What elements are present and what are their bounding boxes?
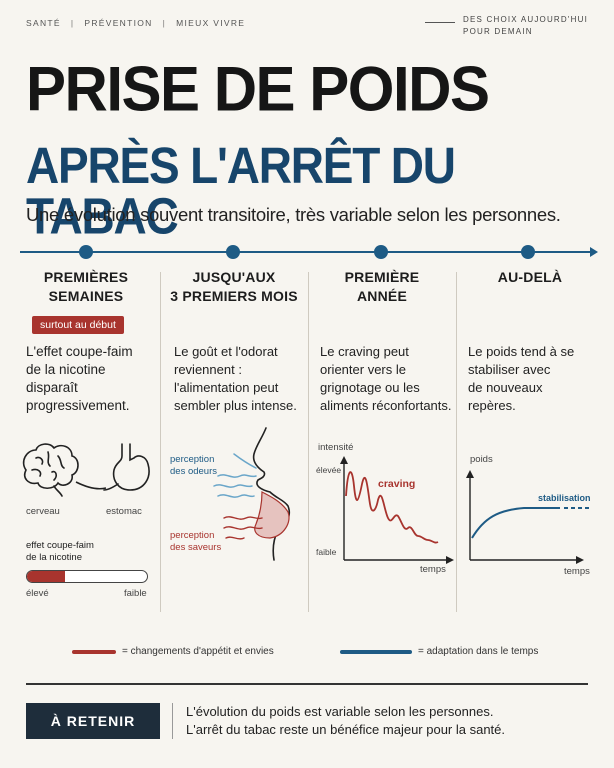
status-badge: surtout au début — [32, 316, 124, 334]
smell-waves-icon — [213, 453, 257, 498]
column-title-2: JUSQU'AUX 3 PREMIERS MOIS — [170, 269, 298, 304]
brain-icon — [22, 443, 79, 497]
craving-high-label: élevée — [316, 465, 342, 475]
gauge-high-label: élevé — [26, 588, 49, 599]
craving-chart — [340, 456, 454, 564]
gauge-title: effet coupe-faim de la nicotine — [26, 540, 94, 563]
stabilisation-label: stabilisation — [538, 493, 591, 503]
page-title-secondary: APRÈS L'ARRÊT DU TABAC — [26, 136, 456, 245]
timeline-arrow-icon — [590, 247, 598, 257]
column-2-text: Le goût et l'odorat reviennent : l'alime… — [174, 344, 297, 413]
nav-separator: | — [70, 18, 75, 28]
timeline — [20, 244, 598, 260]
section-divider — [26, 683, 588, 685]
retenir-text: L'évolution du poids est variable selon … — [186, 704, 506, 737]
x-axis-arrow-icon — [446, 556, 454, 564]
timeline-dot — [374, 245, 388, 259]
weight-y-axis-label: poids — [470, 454, 493, 465]
timeline-dot — [226, 245, 240, 259]
column-4-text: Le poids tend à se stabiliser avec de no… — [468, 344, 575, 413]
column-3-text: Le craving peut orienter vers le grignot… — [320, 344, 452, 413]
retenir-divider — [172, 703, 173, 739]
column-title-3: PREMIÈRE ANNÉE — [344, 269, 420, 304]
taste-label: perception des saveurs — [170, 530, 222, 553]
face-profile-icon — [252, 427, 291, 561]
tagline-rule — [425, 22, 456, 23]
nerve-line — [75, 481, 107, 490]
legend-swatch-red — [72, 649, 116, 654]
stomach-label: estomac — [106, 506, 142, 517]
page-subtitle: Une évolution souvent transitoire, très … — [26, 204, 561, 225]
column-divider — [308, 272, 309, 612]
retenir-label: À RETENIR — [26, 703, 160, 739]
brain-label: cerveau — [26, 506, 60, 517]
craving-line — [345, 471, 439, 544]
column-divider — [456, 272, 457, 612]
legend-appetite: = changements d'appétit et envies — [72, 646, 274, 657]
column-1-text: L'effet coupe-faim de la nicotine dispar… — [26, 344, 133, 413]
nav-separator: | — [162, 18, 167, 28]
weight-x-axis-label: temps — [564, 566, 590, 577]
tagline: DES CHOIX AUJOURD'HUI POUR DEMAIN — [425, 14, 588, 38]
gauge-fill — [27, 571, 66, 582]
gauge-low-label: faible — [124, 588, 147, 599]
weight-line — [471, 507, 560, 539]
top-nav: SANTÉ | PRÉVENTION | MIEUX VIVRE — [26, 18, 245, 28]
timeline-dot — [79, 245, 93, 259]
craving-x-axis-label: temps — [420, 564, 446, 575]
legend-adaptation: = adaptation dans le temps — [340, 646, 538, 657]
y-axis-arrow-icon — [466, 470, 474, 478]
smell-label: perception des odeurs — [170, 454, 218, 477]
column-title-4: AU-DELÀ — [497, 269, 563, 285]
taste-waves-icon — [223, 516, 263, 540]
face-illustration — [213, 427, 291, 561]
craving-low-label: faible — [316, 547, 337, 557]
weight-chart — [466, 470, 590, 564]
tagline-line2: POUR DEMAIN — [463, 27, 533, 36]
x-axis-arrow-icon — [576, 556, 584, 564]
nav-item-mieux-vivre[interactable]: MIEUX VIVRE — [176, 18, 246, 28]
craving-series-label: craving — [378, 478, 416, 490]
column-title-1: PREMIÈRES SEMAINES — [43, 269, 129, 304]
page-title: PRISE DE POIDS — [26, 53, 490, 125]
timeline-dot — [521, 245, 535, 259]
brain-stomach-illustration — [22, 443, 150, 497]
y-axis-arrow-icon — [340, 456, 348, 464]
legend-swatch-blue — [340, 649, 412, 654]
tagline-line1: DES CHOIX AUJOURD'HUI — [463, 15, 588, 24]
stomach-icon — [103, 443, 150, 491]
craving-y-axis-label: intensité — [318, 442, 354, 453]
nav-item-prevention[interactable]: PRÉVENTION — [84, 18, 153, 28]
tongue-icon — [254, 491, 290, 539]
column-divider — [160, 272, 161, 612]
nav-item-sante[interactable]: SANTÉ — [26, 18, 61, 28]
nicotine-gauge — [26, 570, 148, 583]
